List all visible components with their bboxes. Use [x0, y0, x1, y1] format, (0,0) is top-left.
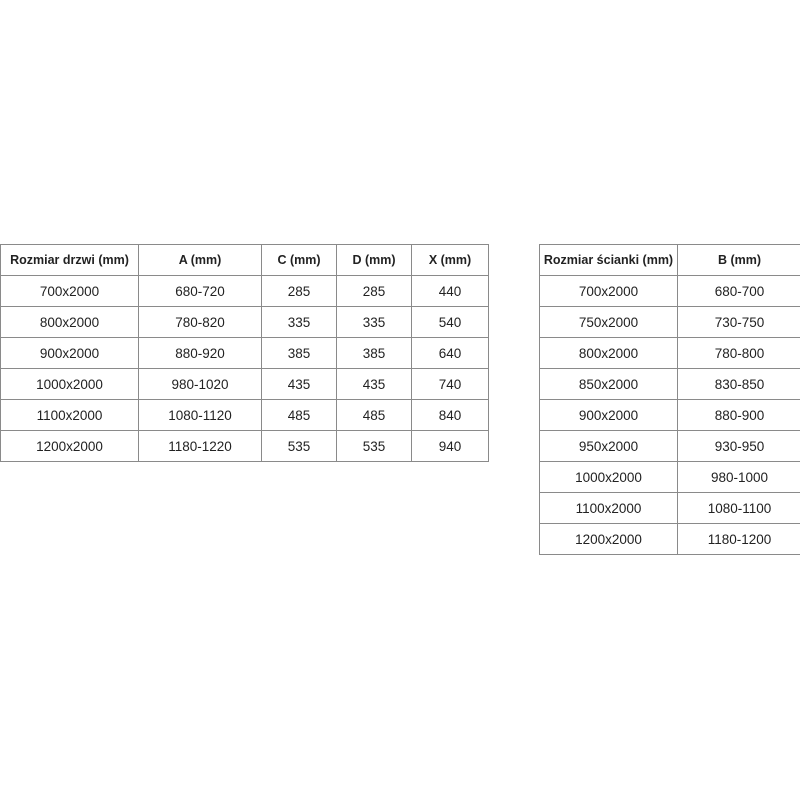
table-row: 1000x2000 980-1020 435 435 740	[0, 368, 489, 400]
door-size-table: Rozmiar drzwi (mm) A (mm) C (mm) D (mm) X (m…	[0, 244, 489, 462]
table-row: 1000x2000 980-1000	[539, 461, 800, 493]
table-row: 850x2000 830-850	[539, 368, 800, 400]
table-cell: 440	[411, 275, 489, 307]
table-cell: 1000x2000	[539, 461, 678, 493]
table-cell: 1100x2000	[539, 492, 678, 524]
table-cell: 485	[336, 399, 412, 431]
header-row: Rozmiar drzwi (mm) A (mm) C (mm) D (mm) X (m…	[0, 244, 489, 276]
table-row: 900x2000 880-900	[539, 399, 800, 431]
table-cell: 700x2000	[0, 275, 139, 307]
door-table-header: Rozmiar drzwi (mm) A (mm) C (mm) D (mm) X (m…	[0, 244, 489, 276]
table-cell: 385	[336, 337, 412, 369]
table-row: 800x2000 780-800	[539, 337, 800, 369]
table-cell: 700x2000	[539, 275, 678, 307]
table-cell: 335	[261, 306, 337, 338]
table-cell: 1200x2000	[539, 523, 678, 555]
table-cell: 535	[261, 430, 337, 462]
table-cell: 680-700	[677, 275, 800, 307]
table-cell: 930-950	[677, 430, 800, 462]
wall-table-body: 700x2000 680-700 750x2000 730-750 800x2000 78…	[539, 275, 800, 555]
table-row: 950x2000 930-950	[539, 430, 800, 462]
table-cell: 385	[261, 337, 337, 369]
table-row: 1100x2000 1080-1120 485 485 840	[0, 399, 489, 431]
table-cell: 285	[336, 275, 412, 307]
table-cell: 800x2000	[0, 306, 139, 338]
table-cell: 640	[411, 337, 489, 369]
table-cell: 980-1020	[138, 368, 262, 400]
table-cell: 535	[336, 430, 412, 462]
table-cell: 780-820	[138, 306, 262, 338]
table-row: 750x2000 730-750	[539, 306, 800, 338]
table-cell: 950x2000	[539, 430, 678, 462]
table-cell: 830-850	[677, 368, 800, 400]
table-cell: 435	[336, 368, 412, 400]
table-cell: 800x2000	[539, 337, 678, 369]
table-row: 1200x2000 1180-1220 535 535 940	[0, 430, 489, 462]
wall-size-table: Rozmiar ścianki (mm) B (mm) 700x2000 680-7…	[539, 244, 800, 555]
table-cell: 750x2000	[539, 306, 678, 338]
table-cell: 880-900	[677, 399, 800, 431]
table-cell: 1100x2000	[0, 399, 139, 431]
table-cell: 740	[411, 368, 489, 400]
table-row: 1100x2000 1080-1100	[539, 492, 800, 524]
table-cell: 285	[261, 275, 337, 307]
table-row: 800x2000 780-820 335 335 540	[0, 306, 489, 338]
column-header: Rozmiar ścianki (mm)	[539, 244, 678, 276]
table-cell: 1180-1220	[138, 430, 262, 462]
table-cell: 730-750	[677, 306, 800, 338]
table-cell: 1180-1200	[677, 523, 800, 555]
table-cell: 880-920	[138, 337, 262, 369]
column-header: B (mm)	[677, 244, 800, 276]
table-cell: 485	[261, 399, 337, 431]
table-cell: 900x2000	[539, 399, 678, 431]
table-row: 900x2000 880-920 385 385 640	[0, 337, 489, 369]
table-cell: 980-1000	[677, 461, 800, 493]
table-row: 700x2000 680-720 285 285 440	[0, 275, 489, 307]
table-cell: 850x2000	[539, 368, 678, 400]
column-header: Rozmiar drzwi (mm)	[0, 244, 139, 276]
table-row: 700x2000 680-700	[539, 275, 800, 307]
wall-table-header: Rozmiar ścianki (mm) B (mm)	[539, 244, 800, 276]
table-cell: 680-720	[138, 275, 262, 307]
column-header: X (mm)	[411, 244, 489, 276]
header-row: Rozmiar ścianki (mm) B (mm)	[539, 244, 800, 276]
table-cell: 1080-1100	[677, 492, 800, 524]
table-cell: 335	[336, 306, 412, 338]
table-cell: 900x2000	[0, 337, 139, 369]
table-cell: 1000x2000	[0, 368, 139, 400]
column-header: A (mm)	[138, 244, 262, 276]
table-cell: 540	[411, 306, 489, 338]
table-cell: 1080-1120	[138, 399, 262, 431]
door-table-body: 700x2000 680-720 285 285 440 800x2000 780-820 3…	[0, 275, 489, 462]
table-cell: 840	[411, 399, 489, 431]
table-cell: 435	[261, 368, 337, 400]
table-cell: 780-800	[677, 337, 800, 369]
column-header: C (mm)	[261, 244, 337, 276]
table-row: 1200x2000 1180-1200	[539, 523, 800, 555]
table-cell: 1200x2000	[0, 430, 139, 462]
column-header: D (mm)	[336, 244, 412, 276]
table-cell: 940	[411, 430, 489, 462]
